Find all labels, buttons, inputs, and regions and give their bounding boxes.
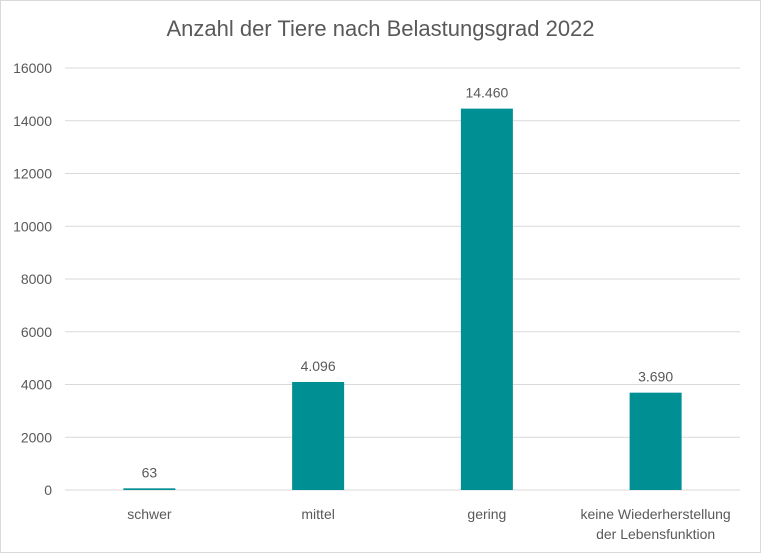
y-tick-label: 0 bbox=[44, 482, 52, 498]
y-tick-label: 10000 bbox=[13, 218, 52, 234]
data-label: 63 bbox=[142, 464, 158, 480]
y-tick-label: 8000 bbox=[21, 271, 52, 287]
x-tick-label: gering bbox=[467, 506, 506, 522]
chart-title: Anzahl der Tiere nach Belastungsgrad 202… bbox=[166, 16, 595, 41]
y-tick-label: 12000 bbox=[13, 166, 52, 182]
y-tick-label: 2000 bbox=[21, 429, 52, 445]
x-tick-label: keine Wiederherstellung bbox=[581, 506, 731, 522]
x-tick-label: der Lebensfunktion bbox=[596, 526, 715, 542]
y-tick-label: 6000 bbox=[21, 324, 52, 340]
y-tick-label: 14000 bbox=[13, 113, 52, 129]
x-tick-label: mittel bbox=[301, 506, 334, 522]
bar bbox=[123, 488, 176, 490]
data-label: 14.460 bbox=[465, 85, 508, 101]
data-label: 4.096 bbox=[301, 358, 336, 374]
x-tick-label: schwer bbox=[127, 506, 172, 522]
bar bbox=[292, 381, 345, 490]
data-label: 3.690 bbox=[638, 369, 673, 385]
y-tick-label: 16000 bbox=[13, 60, 52, 76]
bar bbox=[629, 392, 682, 490]
bar bbox=[460, 108, 513, 491]
y-tick-label: 4000 bbox=[21, 377, 52, 393]
